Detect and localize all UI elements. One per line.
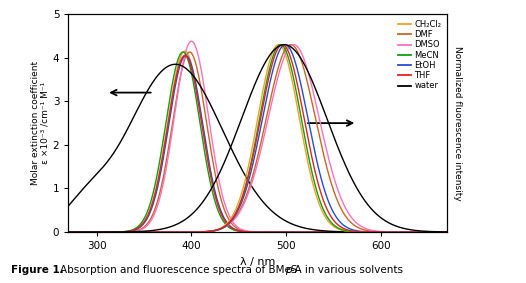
Y-axis label: Molar extinction coefficient
ε ×10⁻³ /cm⁻¹ M⁻¹: Molar extinction coefficient ε ×10⁻³ /cm… xyxy=(31,61,50,185)
Text: Figure 1.: Figure 1. xyxy=(11,265,63,275)
X-axis label: λ / nm: λ / nm xyxy=(240,257,276,267)
Legend: CH₂Cl₂, DMF, DMSO, MeCN, EtOH, THF, water: CH₂Cl₂, DMF, DMSO, MeCN, EtOH, THF, wate… xyxy=(397,18,443,92)
Text: p: p xyxy=(285,265,291,275)
Y-axis label: Normalized fluorescence intensity: Normalized fluorescence intensity xyxy=(453,46,462,200)
Text: Absorption and fluorescence spectra of BMeS-: Absorption and fluorescence spectra of B… xyxy=(60,265,302,275)
Text: -A in various solvents: -A in various solvents xyxy=(291,265,403,275)
